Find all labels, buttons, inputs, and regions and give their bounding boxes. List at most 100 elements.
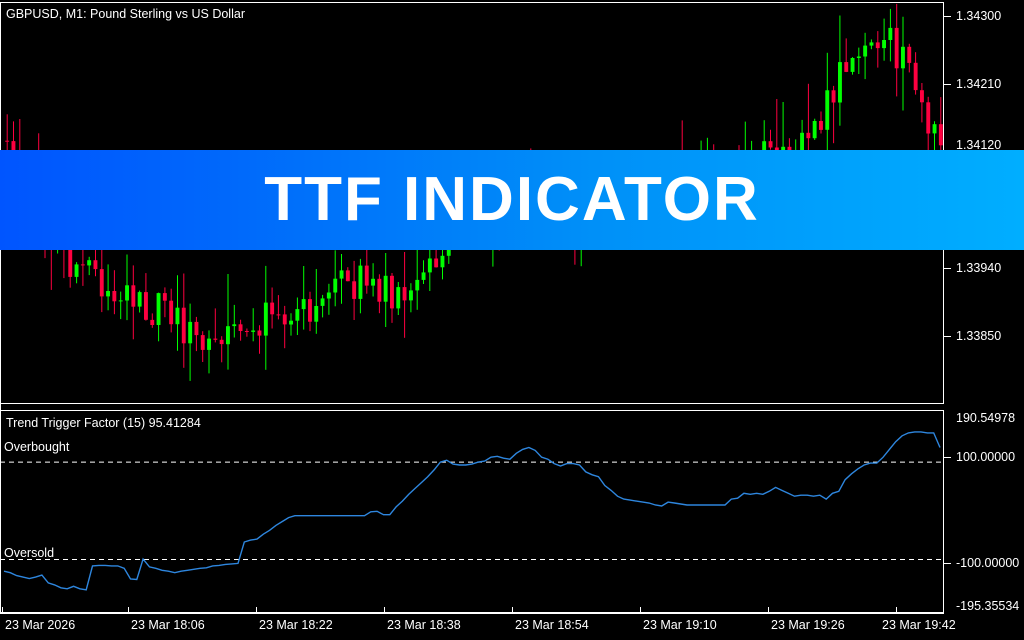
candle-body	[371, 278, 375, 286]
candle-body	[144, 292, 148, 320]
candle-body	[207, 338, 211, 350]
candle-body	[907, 46, 912, 63]
candle-body	[194, 321, 199, 336]
candle-body	[257, 330, 262, 336]
candle-body	[390, 275, 394, 309]
indicator-title: Trend Trigger Factor (15) 95.41284	[6, 416, 201, 430]
candle-body	[850, 58, 855, 72]
price-tick	[944, 268, 951, 269]
candle-body	[232, 324, 237, 327]
candle-body	[888, 27, 893, 40]
candle-body	[251, 330, 256, 332]
candle-body	[99, 269, 104, 297]
candle-body	[213, 338, 218, 340]
candle-body	[5, 140, 10, 142]
overbought-label: Overbought	[4, 440, 70, 454]
time-label-0: 23 Mar 2026	[5, 618, 76, 632]
ttf-line	[3, 431, 941, 591]
time-tick	[512, 607, 513, 613]
candle-body	[244, 331, 249, 332]
candle-body	[125, 285, 129, 301]
candle-body	[80, 264, 85, 266]
candle-body	[869, 42, 874, 46]
candle-body	[926, 102, 931, 134]
candle-body	[162, 293, 167, 301]
indicator-panel	[0, 410, 944, 613]
ttf-line-series	[0, 431, 943, 591]
candle-body	[938, 124, 943, 146]
candle-body	[825, 90, 830, 130]
candle-body	[188, 321, 193, 344]
candle-body	[150, 319, 155, 325]
price-tick	[944, 16, 951, 17]
candle-body	[806, 132, 811, 139]
candle-body	[74, 264, 79, 277]
candle-body	[421, 272, 426, 280]
time-label-4: 23 Mar 18:54	[515, 618, 589, 632]
indicator-axis-label-2: -100.00000	[956, 556, 1020, 570]
candle-body	[913, 62, 918, 91]
time-label-7: 23 Mar 19:42	[882, 618, 956, 632]
price-axis-label-1: 1.34210	[956, 77, 1002, 91]
candle-body	[358, 265, 363, 299]
time-tick	[384, 607, 385, 613]
chart-left-edge	[0, 2, 1, 613]
candle-body	[282, 314, 287, 325]
candle-body	[427, 258, 432, 273]
indicator-tick	[944, 457, 951, 458]
candle-body	[352, 281, 357, 299]
time-tick	[768, 607, 769, 613]
candle-body	[844, 62, 849, 72]
candle-body	[364, 265, 369, 286]
candle-body	[181, 307, 186, 344]
candle-body	[377, 278, 382, 302]
candle-body	[402, 287, 407, 301]
time-label-5: 23 Mar 19:10	[643, 618, 717, 632]
candle-body	[93, 260, 98, 270]
candle-body	[68, 239, 73, 277]
time-label-2: 23 Mar 18:22	[259, 618, 333, 632]
candle-body	[131, 285, 136, 307]
price-tick	[944, 84, 951, 85]
candle-body	[345, 270, 350, 282]
time-tick	[2, 607, 3, 613]
oversold-label: Oversold	[4, 546, 55, 560]
candle-body	[301, 299, 306, 310]
candle-body	[87, 260, 92, 266]
ttf-indicator-banner: TTF INDICATOR	[0, 150, 1024, 250]
candle-body	[118, 300, 123, 302]
time-label-1: 23 Mar 18:06	[131, 618, 205, 632]
time-tick	[256, 607, 257, 613]
symbol-title: GBPUSD, M1: Pound Sterling vs US Dollar	[6, 7, 245, 21]
candle-body	[263, 302, 268, 336]
candle-body	[800, 132, 804, 152]
indicator-axis-label-1: 100.00000	[956, 450, 1016, 464]
candle-body	[106, 291, 110, 297]
candle-body	[812, 121, 817, 139]
candle-body	[326, 292, 331, 299]
candle-body	[200, 335, 205, 350]
candle-body	[856, 56, 861, 58]
candle-body	[875, 42, 880, 49]
candle-body	[415, 279, 420, 291]
candle-body	[219, 339, 224, 345]
candle-body	[440, 255, 445, 268]
candle-body	[333, 278, 338, 293]
time-tick	[896, 607, 897, 613]
price-axis-label-4: 1.33850	[956, 329, 1002, 343]
candle-body	[289, 320, 293, 325]
time-tick	[640, 607, 641, 613]
candle-body	[863, 45, 868, 57]
candle-body	[270, 302, 275, 315]
time-label-3: 23 Mar 18:38	[387, 618, 461, 632]
price-tick	[944, 336, 951, 337]
candle-body	[314, 306, 319, 322]
candle-body	[838, 62, 842, 103]
time-label-6: 23 Mar 19:26	[771, 618, 845, 632]
indicator-axis-label-0: 190.54978	[956, 411, 1016, 425]
candle-body	[932, 124, 937, 134]
indicator-axis-line	[943, 410, 944, 613]
candle-body	[276, 314, 281, 316]
candle-body	[819, 121, 823, 130]
